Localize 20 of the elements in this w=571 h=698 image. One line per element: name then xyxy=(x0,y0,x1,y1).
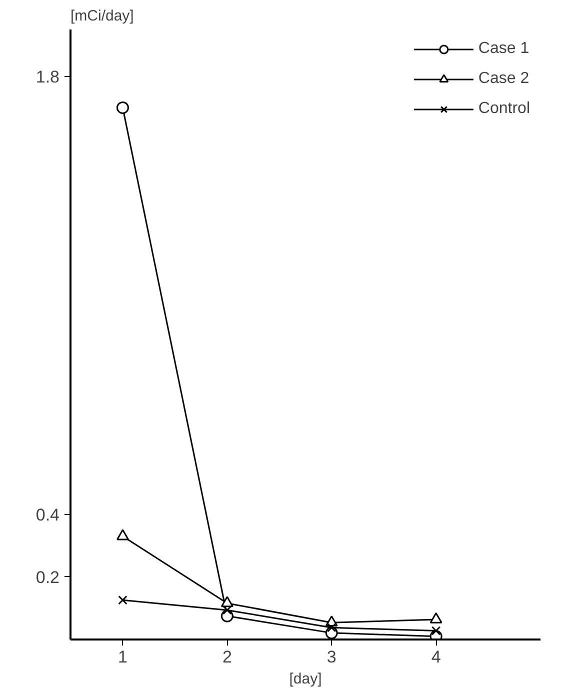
y-tick-label: 0.2 xyxy=(36,568,60,587)
x-axis-title: [day] xyxy=(289,670,322,688)
point xyxy=(116,101,129,114)
x-tick-label: 3 xyxy=(326,648,336,666)
point xyxy=(222,605,232,615)
x-tick-label: 1 xyxy=(118,648,128,666)
y-tick-label: 1.8 xyxy=(36,67,60,86)
point xyxy=(118,595,128,605)
y-tick-label: 0.4 xyxy=(36,505,60,524)
legend-label: Case 1 xyxy=(478,40,530,58)
x-tick-label: 2 xyxy=(222,648,232,666)
legend-label: Case 2 xyxy=(478,70,530,88)
point xyxy=(430,612,442,624)
point xyxy=(431,626,441,636)
point xyxy=(326,622,336,632)
legend-label: Control xyxy=(478,100,530,118)
point xyxy=(220,596,234,608)
point xyxy=(116,529,129,540)
x-tick-label: 4 xyxy=(431,648,441,666)
y-axis-title: [mCi/day] xyxy=(70,8,134,24)
